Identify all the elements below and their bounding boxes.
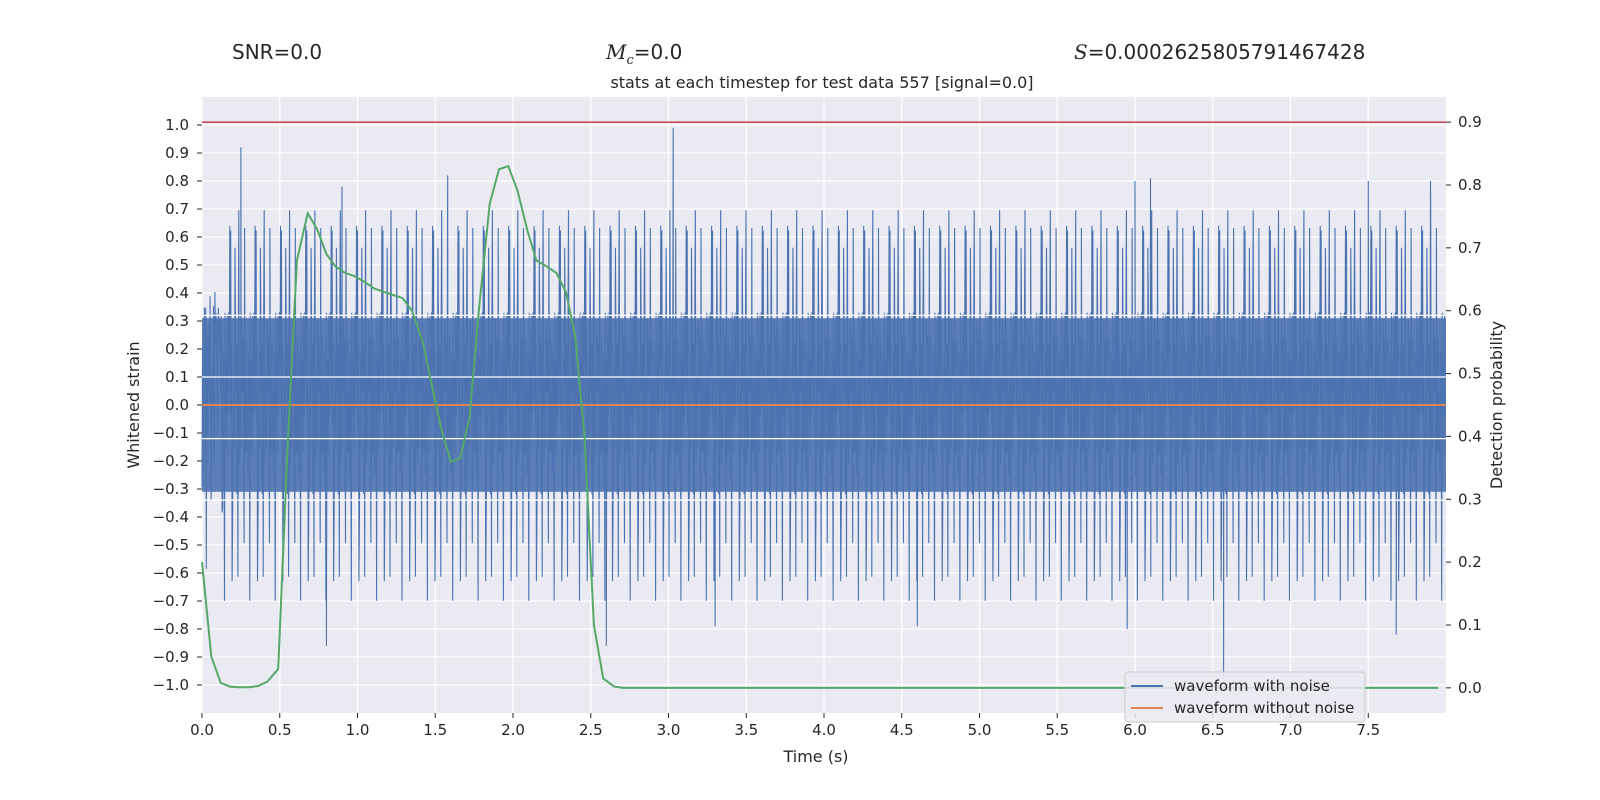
mc-symbol: M	[606, 40, 627, 64]
x-tick-label: 6.0	[1123, 721, 1147, 739]
x-tick-label: 7.0	[1279, 721, 1303, 739]
y-tick-label: 0.2	[165, 340, 189, 358]
x-tick-label: 5.0	[968, 721, 992, 739]
y-tick-label: 0.0	[165, 396, 189, 414]
legend-box	[1124, 671, 1366, 723]
chart-title: stats at each timestep for test data 557…	[610, 73, 1033, 92]
y-left-ticks: 1.0 0.9 0.8 0.7 0.6 0.5 0.4 0.3 0.2 0.1 0.0 −0.1 −0.…	[153, 116, 202, 694]
y-tick-label: −0.2	[153, 452, 189, 470]
legend-label-clean: waveform without noise	[1174, 699, 1354, 717]
x-axis-label: Time (s)	[782, 747, 848, 766]
y-tick-label: 0.4	[165, 284, 189, 302]
y2-axis-label: Detection probability	[1487, 321, 1506, 489]
y-tick-label: 0.5	[165, 256, 189, 274]
x-tick-label: 3.0	[657, 721, 681, 739]
y2-tick-label: 0.2	[1458, 553, 1482, 571]
x-tick-label: 1.5	[423, 721, 447, 739]
y-tick-label: 0.9	[165, 144, 189, 162]
x-tick-label: 7.5	[1356, 721, 1380, 739]
chirp-mass-label: Mc=0.0	[606, 40, 682, 68]
y-tick-label: 0.8	[165, 172, 189, 190]
y2-tick-label: 0.7	[1458, 239, 1482, 257]
y-axis-label: Whitened strain	[124, 341, 143, 468]
x-tick-label: 2.5	[579, 721, 603, 739]
x-ticks: 0.0 0.5 1.0 1.5 2.0 2.5 3.0 3.5 4.0 4.5 5.0 5.5 6.0 6…	[190, 713, 1380, 739]
y2-tick-label: 0.6	[1458, 302, 1482, 320]
legend-label-noise: waveform with noise	[1174, 677, 1330, 695]
clean-waveform-series	[202, 314, 1446, 501]
y2-tick-label: 0.4	[1458, 427, 1482, 445]
x-tick-label: 2.0	[501, 721, 525, 739]
y-tick-label: 0.7	[165, 200, 189, 218]
probability-series	[201, 164, 1439, 689]
x-tick-label: 0.0	[190, 721, 214, 739]
s-statistic-label: S=0.0002625805791467428	[1074, 40, 1365, 64]
y-tick-label: −1.0	[153, 676, 189, 694]
y-tick-label: 0.6	[165, 228, 189, 246]
y-tick-label: −0.9	[153, 648, 189, 666]
y2-tick-label: 0.3	[1458, 490, 1482, 508]
s-value: =0.0002625805791467428	[1087, 40, 1366, 64]
y-tick-label: −0.1	[153, 424, 189, 442]
x-tick-label: 4.0	[812, 721, 836, 739]
y2-tick-label: 0.9	[1458, 113, 1482, 131]
legend: waveform with noise waveform without noi…	[1124, 671, 1366, 723]
y-right-ticks: 0.9 0.8 0.7 0.6 0.5 0.4 0.3 0.2 0.1 0.0	[1446, 113, 1482, 697]
y-tick-label: 1.0	[165, 116, 189, 134]
x-tick-label: 4.5	[890, 721, 914, 739]
x-tick-label: 5.5	[1045, 721, 1069, 739]
y-tick-label: −0.5	[153, 536, 189, 554]
y2-tick-label: 0.8	[1458, 176, 1482, 194]
probability-line	[201, 164, 1439, 689]
y-tick-label: 0.1	[165, 368, 189, 386]
x-tick-label: 3.5	[734, 721, 758, 739]
y-tick-label: 0.3	[165, 312, 189, 330]
mc-subscript: c	[626, 53, 634, 68]
x-tick-label: 0.5	[268, 721, 292, 739]
s-symbol: S	[1074, 40, 1088, 64]
y-tick-label: −0.4	[153, 508, 189, 526]
y2-tick-label: 0.5	[1458, 365, 1482, 383]
y2-tick-label: 0.0	[1458, 679, 1482, 697]
y-tick-label: −0.3	[153, 480, 189, 498]
x-tick-label: 1.0	[346, 721, 370, 739]
y-tick-label: −0.6	[153, 564, 189, 582]
y-tick-label: −0.7	[153, 592, 189, 610]
mc-value: =0.0	[633, 40, 683, 64]
y-tick-label: −0.8	[153, 620, 189, 638]
x-tick-label: 6.5	[1201, 721, 1225, 739]
y2-tick-label: 0.1	[1458, 616, 1482, 634]
snr-label: SNR=0.0	[232, 40, 323, 64]
